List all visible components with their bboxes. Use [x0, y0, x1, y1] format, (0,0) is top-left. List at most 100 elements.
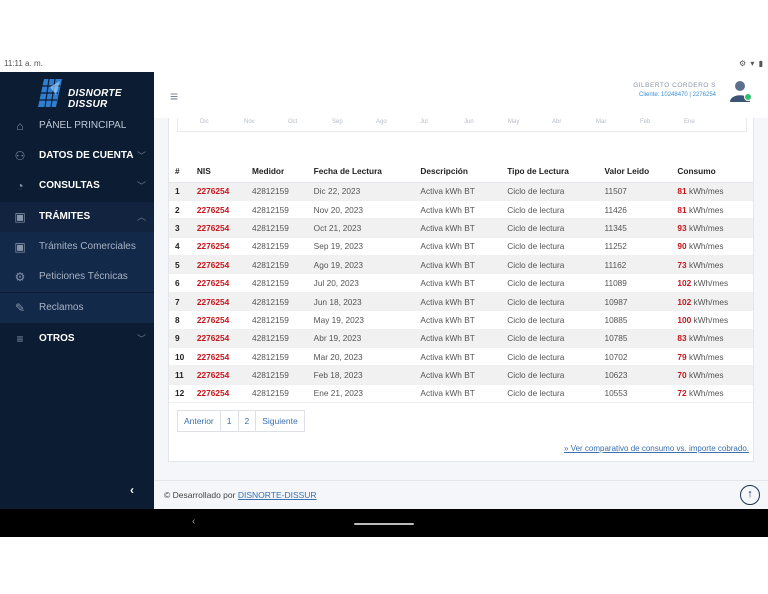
avatar-icon[interactable] [728, 78, 752, 102]
chevron-down-icon: ﹀ [136, 151, 146, 161]
list-icon: ≡ [16, 332, 24, 346]
descripcion-cell: Activa kWh BT [414, 292, 502, 312]
table-row: 8 2276254 42812159 May 19, 2023 Activa kWh B… [169, 310, 753, 330]
hamburger-menu-icon[interactable]: ≡ [170, 88, 179, 104]
tipo-cell: Ciclo de lectura [501, 292, 599, 312]
nis-cell: 2276254 [190, 218, 246, 238]
consumo-value: 90 [677, 241, 687, 252]
col-medidor: Medidor [245, 160, 308, 183]
consumo-unit: kWh/mes [688, 222, 724, 233]
col-consumo: Consumo [671, 160, 753, 183]
chart-month-label: Sep [332, 119, 343, 125]
nav-peticiones-tecnicas[interactable]: ⚙ Peticiones Técnicas [0, 262, 154, 292]
medidor-cell: 42812159 [245, 218, 308, 238]
chevron-up-icon: ︿ [136, 212, 146, 222]
page-2-button[interactable]: 2 [239, 411, 257, 431]
nav-reclamos[interactable]: ✎ Reclamos [0, 293, 154, 323]
footer-link[interactable]: DISNORTE-DISSUR [237, 490, 317, 500]
consumo-unit: kWh/mes [688, 204, 724, 215]
user-name[interactable]: GILBERTO CORDERO S [633, 82, 716, 89]
status-bar: 11:11 a. m. ⚙ ▾ ▮ [0, 56, 768, 72]
descripcion-cell: Activa kWh BT [414, 182, 502, 201]
nav-label: Reclamos [39, 302, 84, 313]
tipo-cell: Ciclo de lectura [501, 218, 599, 238]
nis-cell: 2276254 [190, 200, 246, 220]
row-number: 8 [169, 310, 191, 330]
compare-consumption-link[interactable]: » Ver comparativo de consumo vs. importe… [564, 444, 749, 453]
nav-label: DATOS DE CUENTA [39, 150, 134, 161]
next-page-button[interactable]: Siguiente [262, 416, 298, 426]
chevron-down-icon: ﹀ [136, 334, 146, 344]
consumo-value: 83 [677, 333, 687, 344]
scroll-to-top-icon[interactable]: ↑ [740, 485, 760, 505]
consumo-cell: 81 kWh/mes [671, 182, 753, 201]
row-number: 2 [169, 200, 191, 220]
nav-panel-principal[interactable]: ⌂ PÁNEL PRINCIPAL [0, 111, 154, 141]
consumo-unit: kWh/mes [693, 278, 729, 289]
consumption-card: Dic Nov Oct Sep Ago Jul Jun May Abr Mar Feb Ene # N… [168, 118, 754, 462]
consumo-unit: kWh/mes [688, 388, 724, 399]
consumo-value: 73 [677, 259, 687, 270]
nav-tramites-comerciales[interactable]: ▣ Trámites Comerciales [0, 232, 154, 262]
nav-otros[interactable]: ≡ OTROS ﹀ [0, 324, 154, 354]
descripcion-cell: Activa kWh BT [414, 273, 502, 293]
consumo-value: 70 [677, 370, 687, 381]
consumo-cell: 100 kWh/mes [671, 310, 753, 330]
nav-datos-cuenta[interactable]: ⚇ DATOS DE CUENTA ﹀ [0, 141, 154, 171]
client-info: Cliente: 10248470 | 2276254 [639, 92, 716, 98]
table-row: 9 2276254 42812159 Abr 19, 2023 Activa kWh B… [169, 329, 753, 349]
consumo-value: 102 [677, 296, 692, 307]
fecha-cell: Oct 21, 2023 [307, 218, 415, 238]
fecha-cell: Abr 19, 2023 [307, 329, 415, 349]
gear-icon: ⚙ [14, 270, 26, 284]
table-row: 1 2276254 42812159 Dic 22, 2023 Activa kWh B… [169, 182, 753, 201]
home-gesture-bar[interactable] [354, 523, 414, 525]
fecha-cell: Mar 20, 2023 [307, 347, 415, 367]
col-valor: Valor Leido [598, 160, 672, 183]
medidor-cell: 42812159 [245, 384, 308, 404]
consumo-unit: kWh/mes [688, 370, 724, 381]
tipo-cell: Ciclo de lectura [501, 310, 599, 330]
nis-cell: 2276254 [190, 329, 246, 349]
col-tipo: Tipo de Lectura [501, 160, 599, 183]
nav-consultas[interactable]: ◔ CONSULTAS ﹀ [0, 171, 154, 201]
row-number: 10 [169, 347, 191, 367]
back-icon[interactable]: ‹ [192, 516, 196, 527]
descripcion-cell: Activa kWh BT [414, 329, 502, 349]
chart-axis-strip: Dic Nov Oct Sep Ago Jul Jun May Abr Mar Feb Ene [177, 118, 747, 132]
logo-text-disnorte: DISNORTE [68, 88, 122, 99]
footer: © Desarrollado por DISNORTE-DISSUR ↑ [154, 480, 768, 509]
logo[interactable]: DISNORTE DISSUR [36, 77, 126, 113]
system-nav-bar: ‹ [0, 509, 768, 537]
medidor-cell: 42812159 [245, 182, 308, 201]
row-number: 6 [169, 273, 191, 293]
home-icon: ⌂ [16, 119, 24, 133]
consumo-cell: 102 kWh/mes [671, 292, 753, 312]
consumo-value: 81 [677, 204, 687, 215]
nav-label: TRÁMITES [39, 211, 91, 222]
chart-month-label: Jul [420, 119, 428, 125]
consumo-value: 93 [677, 222, 687, 233]
prev-page-button[interactable]: Anterior [178, 411, 221, 431]
chart-month-label: Mar [596, 119, 607, 125]
header: ≡ GILBERTO CORDERO S Cliente: 10248470 |… [154, 72, 768, 118]
consumo-value: 72 [677, 388, 687, 399]
logo-mark-icon [38, 78, 62, 108]
collapse-sidebar-icon[interactable]: ‹ [130, 483, 134, 497]
consumo-value: 81 [677, 186, 687, 197]
tipo-cell: Ciclo de lectura [501, 237, 599, 257]
status-icons: ⚙ ▾ ▮ [738, 59, 764, 68]
descripcion-cell: Activa kWh BT [414, 218, 502, 238]
nav-tramites[interactable]: ▣ TRÁMITES ︿ [0, 202, 154, 232]
nav-label: CONSULTAS [39, 180, 100, 191]
consumo-cell: 81 kWh/mes [671, 200, 753, 220]
sidebar: DISNORTE DISSUR ⌂ PÁNEL PRINCIPAL ⚇ DATO… [0, 72, 154, 509]
col-nis: NIS [190, 160, 246, 183]
tipo-cell: Ciclo de lectura [501, 255, 599, 275]
nav-label: PÁNEL PRINCIPAL [39, 120, 127, 131]
medidor-cell: 42812159 [245, 310, 308, 330]
valor-cell: 11089 [598, 273, 672, 293]
page-1-button[interactable]: 1 [221, 411, 239, 431]
tipo-cell: Ciclo de lectura [501, 329, 599, 349]
valor-cell: 11426 [598, 200, 672, 220]
